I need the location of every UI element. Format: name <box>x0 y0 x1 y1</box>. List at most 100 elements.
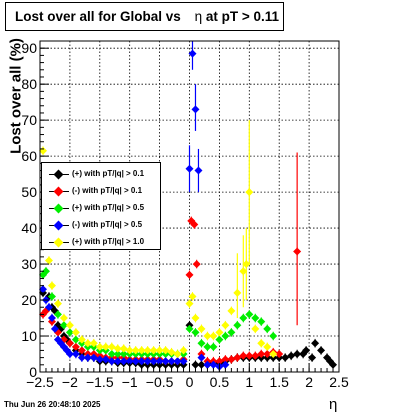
legend-entry: (+) with pT/|q| > 0.1 <box>42 166 160 183</box>
legend-entry: (-) with pT/|q| > 0.1 <box>42 183 160 200</box>
data-point <box>71 335 80 344</box>
title-prefix: Lost over all for Global vs <box>15 9 181 24</box>
data-point <box>215 335 224 344</box>
data-point <box>47 281 56 290</box>
data-point <box>275 350 284 359</box>
data-point <box>245 188 254 197</box>
x-tick-label: 0 <box>186 374 194 390</box>
data-point <box>95 355 104 364</box>
data-point <box>125 357 134 366</box>
data-point <box>101 342 110 351</box>
data-point <box>95 342 104 351</box>
y-tick-label: 0 <box>29 364 37 380</box>
data-point <box>263 324 272 333</box>
data-point <box>149 357 158 366</box>
data-point <box>131 357 140 366</box>
x-tick-label: 1.5 <box>269 374 289 390</box>
data-point <box>89 353 98 362</box>
data-point <box>188 292 197 301</box>
data-point <box>59 314 68 323</box>
data-point <box>197 324 206 333</box>
data-point <box>71 328 80 337</box>
data-point <box>119 344 128 353</box>
y-tick-label: 80 <box>21 76 37 92</box>
legend-marker <box>53 237 64 248</box>
data-point <box>155 346 164 355</box>
data-point <box>209 360 218 369</box>
legend-entry: (-) with pT/|q| > 0.5 <box>42 217 160 234</box>
data-point <box>203 332 212 341</box>
data-point <box>221 321 230 330</box>
data-point <box>194 166 203 175</box>
data-point <box>53 299 62 308</box>
data-point <box>263 350 272 359</box>
y-axis-title: Lost over all (%) <box>7 38 25 154</box>
data-point <box>179 346 188 355</box>
data-point <box>269 350 278 359</box>
data-point <box>71 350 80 359</box>
y-tick-label: 90 <box>21 40 37 56</box>
data-point <box>77 346 86 355</box>
data-point <box>173 357 182 366</box>
legend-label: (+) with pT/|q| > 1.0 <box>72 237 145 246</box>
data-point <box>293 247 302 256</box>
data-point <box>221 355 230 364</box>
data-point <box>44 256 53 265</box>
data-point <box>263 342 272 351</box>
data-point <box>44 303 53 312</box>
x-tick-label: −2.5 <box>26 374 54 390</box>
legend: (+) with pT/|q| > 0.1 (-) with pT/|q| > … <box>41 162 161 250</box>
data-point <box>191 314 200 323</box>
data-point <box>185 164 194 173</box>
legend-entry: (+) with pT/|q| > 0.5 <box>42 200 160 217</box>
data-point <box>221 360 230 369</box>
data-point <box>197 353 206 362</box>
data-point <box>77 335 86 344</box>
data-point <box>185 270 194 279</box>
data-point <box>137 346 146 355</box>
data-point <box>191 105 200 114</box>
data-point <box>251 324 260 333</box>
data-point <box>167 348 176 357</box>
data-point <box>287 351 296 360</box>
data-point <box>125 346 134 355</box>
data-point <box>302 346 311 355</box>
data-point <box>239 267 248 276</box>
data-point <box>190 220 199 229</box>
data-point <box>89 339 98 348</box>
data-point <box>65 328 74 337</box>
data-point <box>227 306 236 315</box>
chart-title: Lost over all for Global vs η at pT > 0.… <box>5 2 284 31</box>
legend-entry: (+) with pT/|q| > 1.0 <box>42 234 160 251</box>
data-point <box>47 314 56 323</box>
y-tick-label: 20 <box>21 292 37 308</box>
tick-labels: −2.5 −2 −1.5 −1 −0.5 0 0.5 1 1.5 2 2.5 0 10 20 30 40 50 6… <box>21 40 349 390</box>
data-point <box>131 346 140 355</box>
data-point <box>41 267 50 276</box>
data-point <box>192 260 201 269</box>
data-point <box>71 342 80 351</box>
data-point <box>38 285 47 294</box>
x-tick-label: −2 <box>62 374 78 390</box>
data-point <box>245 351 254 360</box>
legend-marker <box>53 203 64 214</box>
y-tick-label: 30 <box>21 256 37 272</box>
data-point <box>149 346 158 355</box>
legend-label: (-) with pT/|q| > 0.5 <box>72 220 143 229</box>
data-point <box>53 310 62 319</box>
legend-label: (+) with pT/|q| > 0.5 <box>72 203 145 212</box>
data-point <box>119 357 128 366</box>
data-point <box>185 324 194 333</box>
data-point <box>233 288 242 297</box>
legend-marker <box>53 220 64 231</box>
x-tick-label: −1 <box>122 374 138 390</box>
data-point <box>233 353 242 362</box>
data-point <box>143 346 152 355</box>
x-tick-label: 0.5 <box>210 374 230 390</box>
data-point <box>233 321 242 330</box>
data-point <box>59 321 68 330</box>
y-tick-label: 60 <box>21 148 37 164</box>
data-point <box>83 339 92 348</box>
y-tick-label: 50 <box>21 184 37 200</box>
